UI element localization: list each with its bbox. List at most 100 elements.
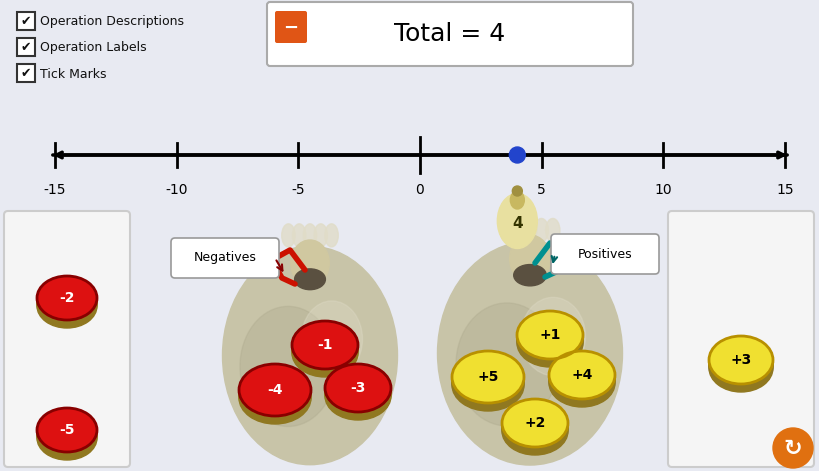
Text: Positives: Positives [577, 247, 631, 260]
FancyBboxPatch shape [274, 11, 306, 43]
Text: +2: +2 [523, 416, 545, 430]
FancyBboxPatch shape [4, 211, 130, 467]
Ellipse shape [509, 191, 523, 209]
Ellipse shape [708, 340, 772, 388]
Ellipse shape [451, 357, 523, 409]
Ellipse shape [292, 321, 358, 369]
Ellipse shape [282, 224, 295, 247]
Ellipse shape [37, 276, 97, 320]
Text: -10: -10 [165, 183, 188, 197]
Text: +5: +5 [477, 370, 498, 384]
FancyBboxPatch shape [171, 238, 278, 278]
Circle shape [772, 428, 812, 468]
Text: Tick Marks: Tick Marks [40, 67, 106, 81]
Text: −: − [283, 19, 298, 37]
Ellipse shape [292, 323, 358, 371]
Ellipse shape [294, 269, 325, 290]
Ellipse shape [501, 401, 568, 449]
Ellipse shape [708, 344, 772, 392]
Ellipse shape [37, 278, 97, 322]
Text: +3: +3 [730, 353, 751, 367]
Ellipse shape [324, 366, 391, 414]
Ellipse shape [238, 368, 310, 420]
Ellipse shape [516, 315, 582, 363]
Text: Operation Descriptions: Operation Descriptions [40, 16, 183, 29]
Ellipse shape [520, 297, 585, 375]
Ellipse shape [292, 327, 358, 375]
Text: -1: -1 [317, 338, 333, 352]
Ellipse shape [292, 224, 305, 247]
Ellipse shape [523, 219, 536, 242]
Ellipse shape [37, 408, 97, 452]
Ellipse shape [292, 325, 358, 373]
Ellipse shape [451, 355, 523, 407]
Text: 15: 15 [776, 183, 793, 197]
Ellipse shape [238, 364, 310, 416]
Text: +1: +1 [539, 328, 560, 342]
Ellipse shape [301, 301, 362, 377]
Ellipse shape [549, 355, 614, 403]
Ellipse shape [451, 351, 523, 403]
Ellipse shape [37, 280, 97, 324]
Ellipse shape [324, 368, 391, 416]
Ellipse shape [37, 410, 97, 454]
Text: Negatives: Negatives [193, 252, 256, 265]
Text: ↻: ↻ [783, 439, 801, 459]
Text: -2: -2 [59, 291, 75, 305]
Text: Total = 4: Total = 4 [394, 22, 505, 46]
Ellipse shape [240, 306, 336, 426]
Ellipse shape [708, 338, 772, 386]
Ellipse shape [549, 357, 614, 405]
FancyBboxPatch shape [550, 234, 658, 274]
Ellipse shape [516, 317, 582, 365]
Ellipse shape [501, 407, 568, 455]
Ellipse shape [238, 372, 310, 424]
Ellipse shape [238, 370, 310, 422]
Ellipse shape [501, 399, 568, 447]
Ellipse shape [303, 224, 316, 247]
Text: ✔: ✔ [20, 67, 31, 81]
Ellipse shape [37, 412, 97, 456]
Ellipse shape [324, 370, 391, 418]
Ellipse shape [37, 284, 97, 328]
Ellipse shape [451, 353, 523, 405]
Ellipse shape [291, 240, 329, 286]
Text: -3: -3 [350, 381, 365, 395]
Ellipse shape [534, 219, 548, 242]
Circle shape [512, 186, 522, 196]
Ellipse shape [37, 414, 97, 458]
Ellipse shape [516, 313, 582, 361]
Text: 4: 4 [511, 216, 522, 230]
Ellipse shape [497, 194, 536, 249]
FancyBboxPatch shape [17, 64, 35, 82]
Ellipse shape [292, 329, 358, 377]
Ellipse shape [437, 242, 622, 465]
FancyBboxPatch shape [17, 12, 35, 30]
Text: Operation Labels: Operation Labels [40, 41, 147, 55]
Text: 0: 0 [415, 183, 424, 197]
Text: 10: 10 [654, 183, 672, 197]
FancyBboxPatch shape [17, 38, 35, 56]
Text: +4: +4 [571, 368, 592, 382]
Ellipse shape [324, 372, 391, 420]
Text: ✔: ✔ [20, 16, 31, 29]
Ellipse shape [324, 364, 391, 412]
Ellipse shape [513, 265, 545, 286]
Ellipse shape [549, 353, 614, 401]
Text: 5: 5 [536, 183, 545, 197]
Ellipse shape [314, 224, 327, 247]
Ellipse shape [37, 416, 97, 460]
Ellipse shape [516, 311, 582, 359]
FancyBboxPatch shape [267, 2, 632, 66]
Ellipse shape [501, 405, 568, 453]
Ellipse shape [511, 219, 525, 242]
Ellipse shape [451, 359, 523, 411]
Text: -5: -5 [59, 423, 75, 437]
Text: ✔: ✔ [20, 41, 31, 55]
Ellipse shape [37, 282, 97, 326]
Ellipse shape [455, 303, 557, 426]
Circle shape [509, 147, 525, 163]
Ellipse shape [324, 224, 338, 247]
Ellipse shape [545, 219, 559, 242]
Ellipse shape [708, 342, 772, 390]
